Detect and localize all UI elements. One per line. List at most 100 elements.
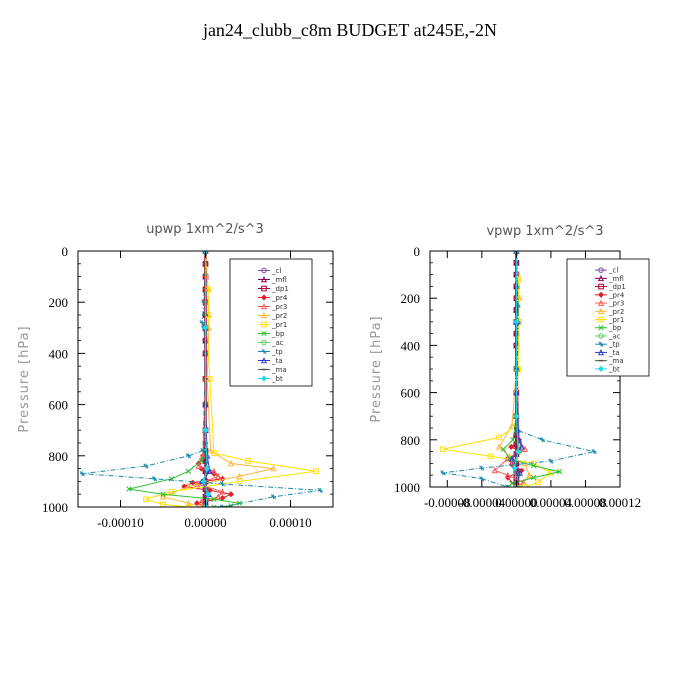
series-point-bt xyxy=(513,413,520,420)
series-point-pr2 xyxy=(227,460,235,467)
series-line-pr1 xyxy=(144,251,317,507)
series-point-tp xyxy=(79,471,85,477)
series-point-pr1 xyxy=(236,478,243,485)
y-axis-label: Pressure [hPa] xyxy=(17,325,32,432)
legend-label: _ac xyxy=(271,339,284,347)
legend-marker xyxy=(261,267,267,274)
series-point-pr4 xyxy=(518,467,525,474)
series-point-bt xyxy=(202,427,209,434)
series-point-bp xyxy=(556,469,563,475)
x-tick-label: 0.00010 xyxy=(269,515,311,530)
series-point-pr2 xyxy=(236,472,243,480)
legend-marker xyxy=(260,276,268,283)
legend-label: _pr2 xyxy=(271,312,287,320)
series-point-pr1 xyxy=(496,434,502,441)
y-tick-label: 0 xyxy=(62,244,69,259)
series-point-bp xyxy=(506,456,513,462)
x-tick-label: -0.00004 xyxy=(459,495,506,510)
series-point-tp xyxy=(143,463,149,469)
series-point-bt xyxy=(200,478,207,485)
series-point-tp xyxy=(219,504,225,507)
series-point-pr3 xyxy=(210,467,218,474)
series-point-bp xyxy=(509,480,515,487)
legend-label: _pr2 xyxy=(608,308,624,316)
series-point-ta xyxy=(206,467,213,474)
y-tick-label: 1000 xyxy=(394,480,420,495)
y-tick-label: 400 xyxy=(401,338,421,353)
series-point-pr2 xyxy=(526,471,533,478)
legend-marker xyxy=(598,283,604,290)
legend-label: _ac xyxy=(608,332,621,340)
series-point-pr4 xyxy=(219,495,226,502)
legend-marker xyxy=(597,307,605,315)
series-point-tp xyxy=(505,484,511,487)
legend-marker xyxy=(261,330,267,337)
legend-marker xyxy=(260,303,268,310)
series-point-pr4 xyxy=(189,479,196,486)
legend-marker xyxy=(261,339,267,346)
page-title: jan24_clubb_c8m BUDGET at245E,-2N xyxy=(202,20,498,40)
series-point-bp xyxy=(185,468,192,474)
legend-marker xyxy=(261,348,267,355)
legend-label: _ma xyxy=(271,366,287,374)
legend-label: _pr1 xyxy=(608,316,624,324)
series-group xyxy=(79,251,323,507)
panel-1: 0 200 400 600 800 1000 -0.00010 0.00000 0.00010 u… xyxy=(17,222,334,530)
legend-marker xyxy=(597,291,605,298)
series-point-bp xyxy=(198,458,204,464)
legend-label: _dp1 xyxy=(608,283,626,291)
legend-marker xyxy=(260,294,268,301)
legend-label: _cl xyxy=(271,267,281,275)
series-point-tp xyxy=(539,437,545,443)
y-tick-label: 1000 xyxy=(42,500,68,515)
y-tick-label: 400 xyxy=(49,346,69,361)
series-line-bt xyxy=(514,251,519,487)
series-point-bp xyxy=(530,474,537,481)
series-point-pr3 xyxy=(504,471,511,478)
series-point-tp xyxy=(479,465,485,471)
legend-marker xyxy=(260,357,268,364)
series-point-bt xyxy=(511,465,518,472)
panel-title: upwp 1xm^2/s^3 xyxy=(146,222,264,237)
series-point-pr2 xyxy=(159,493,167,500)
legend-marker xyxy=(598,267,604,273)
y-tick-label: 200 xyxy=(49,295,69,310)
panel-2: 0 200 400 600 800 1000 -0.00008-0.000040.00000… xyxy=(369,224,650,510)
y-tick-label: 0 xyxy=(414,244,421,259)
series-point-ta xyxy=(518,443,525,450)
series-point-bp xyxy=(211,496,217,502)
legend: _cl_mfl_dp1_pr4_pr3_pr2_pr1_bp_ac_tp_ta_… xyxy=(229,258,313,387)
series-point-pr2 xyxy=(495,443,503,450)
series-point-pr2 xyxy=(508,422,516,429)
legend-marker xyxy=(261,321,267,328)
series-point-bt xyxy=(204,465,211,472)
y-tick-label: 600 xyxy=(49,398,69,413)
series-point-pr1 xyxy=(515,276,521,283)
legend-label: _tp xyxy=(271,348,283,356)
series-point-pr1 xyxy=(522,484,528,487)
series-point-bp xyxy=(126,486,132,492)
series-point-pr1 xyxy=(245,458,251,464)
legend-marker xyxy=(598,316,604,323)
series-point-pr1 xyxy=(440,446,446,453)
y-tick-label: 800 xyxy=(401,433,421,448)
legend-label: _pr3 xyxy=(271,303,287,311)
legend-marker xyxy=(597,299,605,306)
legend-marker xyxy=(261,285,267,292)
x-tick-label: 0.00012 xyxy=(599,495,641,510)
legend-marker xyxy=(597,274,605,282)
legend-label: _cl xyxy=(608,267,618,275)
x-tick-label: -0.00010 xyxy=(97,515,144,530)
y-tick-label: 600 xyxy=(401,386,421,401)
series-point-bp xyxy=(510,437,516,443)
x-tick-label: 0.00000 xyxy=(184,515,226,530)
legend-label: _ta xyxy=(608,349,620,357)
y-tick-label: 800 xyxy=(49,449,69,464)
legend-box xyxy=(566,258,650,377)
legend-label: _bp xyxy=(271,330,285,338)
y-axis-label: Pressure [hPa] xyxy=(369,315,384,422)
series-point-pr3 xyxy=(219,488,226,495)
series-point-pr3 xyxy=(215,493,222,500)
x-tick-label: 0.00004 xyxy=(530,495,573,510)
